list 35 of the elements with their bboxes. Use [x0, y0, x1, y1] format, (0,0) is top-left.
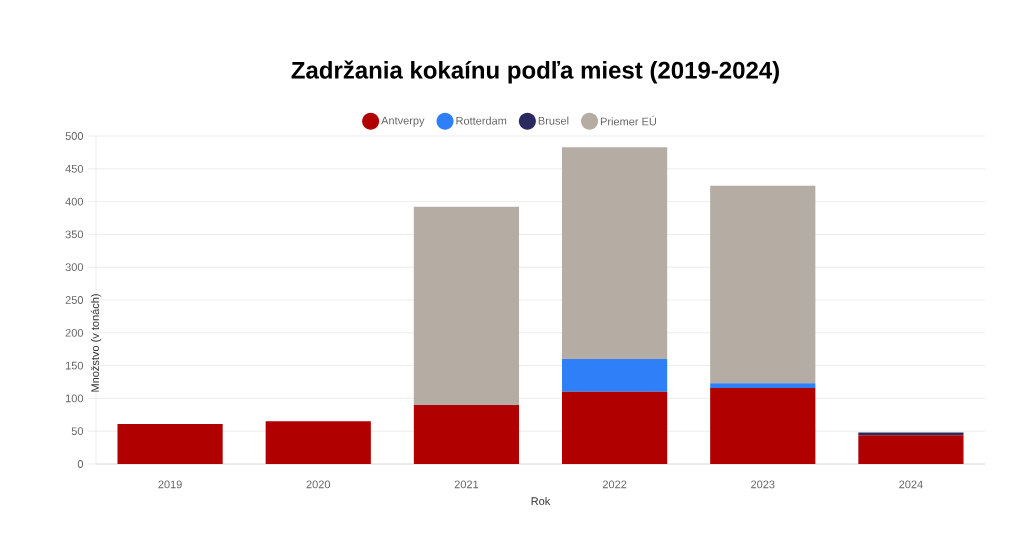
bar — [413, 206, 520, 405]
y-tick-label: 500 — [65, 132, 84, 140]
y-tick-label: 350 — [65, 230, 84, 239]
bar — [561, 359, 668, 392]
x-tick-label: 2024 — [899, 480, 923, 489]
y-tick-label: 150 — [65, 361, 84, 370]
y-tick-label: 450 — [65, 164, 84, 173]
bar — [561, 147, 668, 360]
y-tick-label: 300 — [65, 263, 84, 272]
legend-label: Brusel — [538, 116, 569, 125]
legend-label: Priemer EÚ — [600, 115, 657, 126]
bar — [858, 435, 964, 464]
x-tick-label: 2021 — [454, 480, 479, 489]
bar — [117, 423, 223, 464]
x-tick-label: 2019 — [158, 480, 182, 489]
y-tick-label: 50 — [71, 427, 84, 436]
bar — [710, 185, 816, 384]
y-tick-label: 400 — [65, 197, 84, 206]
x-axis-title: Rok — [531, 496, 551, 506]
y-tick-label: 200 — [65, 328, 84, 337]
legend-label: Rotterdam — [456, 116, 507, 125]
bar — [561, 391, 668, 464]
y-tick-label: 100 — [65, 394, 84, 403]
y-tick-label: 0 — [77, 460, 84, 468]
y-axis-title: Množstvo (v tonách) — [90, 294, 102, 392]
x-tick-label: 2022 — [602, 480, 627, 489]
bar — [710, 383, 816, 388]
bar — [413, 404, 520, 464]
x-tick-label: 2020 — [306, 480, 331, 489]
bar — [265, 421, 371, 464]
bar — [710, 387, 816, 464]
y-tick-label: 250 — [65, 296, 84, 304]
legend-label: Antverpy — [381, 116, 425, 127]
x-tick-label: 2023 — [751, 480, 775, 489]
chart-title: Zadržania kokaínu podľa miest (2019-2024) — [291, 60, 779, 84]
